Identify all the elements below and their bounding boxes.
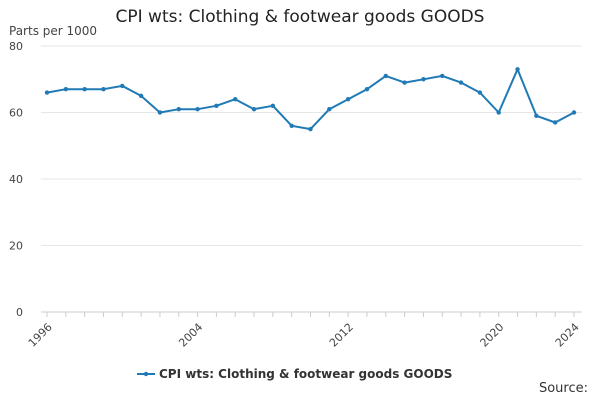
data-point — [176, 106, 181, 112]
data-point — [552, 120, 558, 125]
data-point — [289, 123, 294, 128]
data-point — [496, 110, 501, 115]
data-point — [458, 80, 464, 85]
data-point — [345, 97, 351, 102]
y-axis-label: Parts per 1000 — [9, 24, 97, 38]
source-note: Source: — [538, 381, 588, 396]
data-point — [101, 87, 106, 92]
data-point — [195, 106, 200, 112]
data-point — [82, 87, 87, 92]
data-point — [364, 87, 370, 92]
data-point — [63, 87, 69, 92]
data-point — [308, 126, 313, 132]
data-point — [571, 110, 577, 115]
data-point — [233, 97, 238, 102]
data-point — [120, 83, 125, 89]
y-tick-label: 20 — [9, 240, 23, 253]
series-line — [46, 68, 575, 131]
grid-lines — [41, 45, 582, 246]
x-tick-label: 2004 — [176, 321, 205, 350]
x-tick-label: 1996 — [26, 321, 55, 350]
data-point — [440, 73, 445, 79]
x-tick-label: 2020 — [478, 321, 507, 350]
axes: Parts per 1000 0 20 40 60 80 1996 2004 2012 2020 2… — [9, 24, 582, 350]
data-point — [327, 106, 332, 112]
data-point — [214, 103, 219, 109]
x-tick-label: 2012 — [327, 321, 356, 350]
data-point — [251, 106, 257, 112]
y-tick-label: 40 — [9, 173, 23, 186]
data-point — [534, 113, 539, 119]
legend-swatch-marker — [143, 371, 149, 377]
x-tick-label: 2024 — [553, 321, 582, 350]
y-tick-label: 80 — [9, 40, 23, 53]
data-point — [383, 73, 388, 79]
data-point — [402, 80, 407, 85]
y-tick-label: 0 — [16, 306, 23, 319]
chart-title: CPI wts: Clothing & footwear goods GOODS — [115, 7, 485, 27]
data-point — [270, 103, 276, 109]
data-point — [421, 77, 426, 82]
data-point — [477, 90, 483, 95]
y-tick-label: 60 — [9, 107, 23, 120]
legend-label: CPI wts: Clothing & footwear goods GOODS — [159, 367, 452, 381]
data-point — [138, 93, 144, 99]
data-point — [157, 110, 163, 115]
data-point — [515, 67, 520, 72]
data-point — [44, 90, 50, 95]
legend: CPI wts: Clothing & footwear goods GOODS — [137, 367, 452, 381]
series-layer — [44, 67, 577, 132]
